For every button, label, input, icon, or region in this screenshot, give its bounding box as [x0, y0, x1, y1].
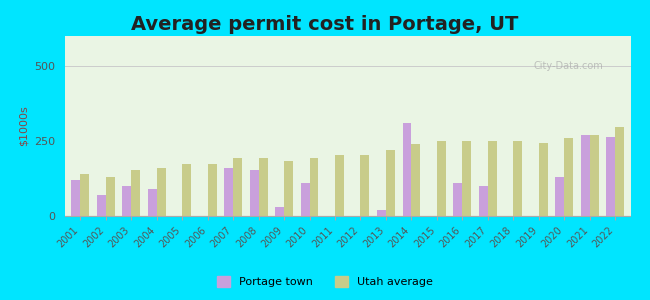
- Bar: [386, 150, 395, 216]
- Bar: [335, 154, 344, 216]
- Legend: Portage town, Utah average: Portage town, Utah average: [213, 271, 437, 291]
- Bar: [97, 195, 106, 216]
- Bar: [106, 177, 114, 216]
- Bar: [479, 186, 488, 216]
- Text: City-Data.com: City-Data.com: [533, 61, 603, 71]
- Bar: [402, 123, 411, 216]
- Bar: [300, 183, 309, 216]
- Bar: [615, 128, 624, 216]
- Bar: [131, 169, 140, 216]
- Y-axis label: $1000s: $1000s: [19, 106, 29, 146]
- Bar: [590, 135, 599, 216]
- Bar: [284, 160, 293, 216]
- Bar: [309, 158, 318, 216]
- Bar: [182, 164, 191, 216]
- Bar: [207, 164, 216, 216]
- Bar: [361, 154, 369, 216]
- Bar: [488, 141, 497, 216]
- Bar: [259, 158, 268, 216]
- Bar: [539, 142, 548, 216]
- Text: Average permit cost in Portage, UT: Average permit cost in Portage, UT: [131, 15, 519, 34]
- Bar: [148, 189, 157, 216]
- Bar: [581, 135, 590, 216]
- Bar: [514, 141, 522, 216]
- Bar: [555, 177, 564, 216]
- Bar: [72, 180, 81, 216]
- Bar: [224, 168, 233, 216]
- Bar: [462, 141, 471, 216]
- Bar: [377, 210, 386, 216]
- Bar: [122, 186, 131, 216]
- Bar: [81, 174, 89, 216]
- Bar: [411, 144, 421, 216]
- Bar: [454, 183, 462, 216]
- Bar: [606, 136, 615, 216]
- Bar: [564, 138, 573, 216]
- Bar: [250, 169, 259, 216]
- Bar: [275, 207, 284, 216]
- Bar: [157, 168, 166, 216]
- Bar: [437, 141, 446, 216]
- Bar: [233, 158, 242, 216]
